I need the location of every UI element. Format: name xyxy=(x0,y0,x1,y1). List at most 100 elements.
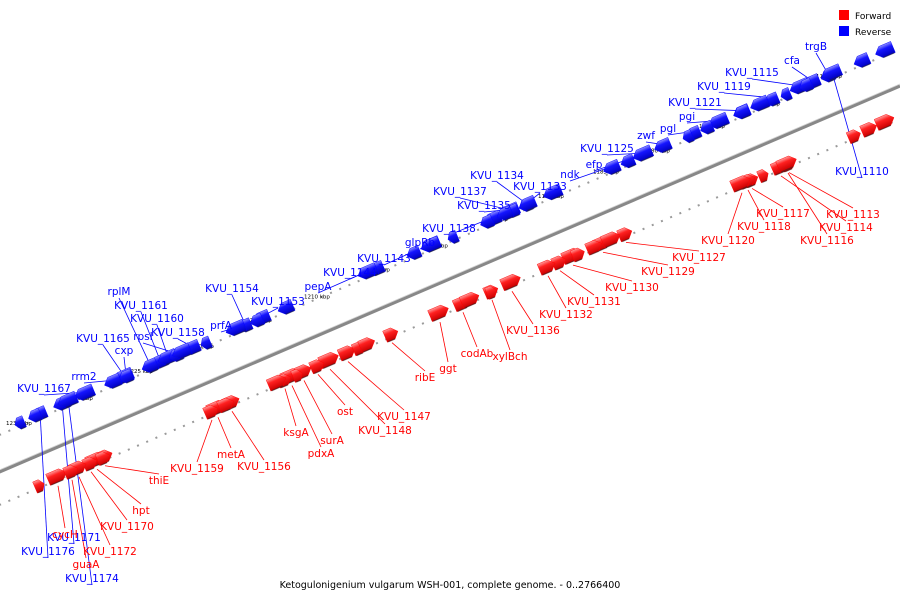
gene-labels: trgB cfa KVU_1115 KVU_1119 KVU_1121pgipglzwf… xyxy=(17,41,889,585)
gene-arrow-kvu-1120 xyxy=(729,175,751,193)
gene-arrow-kvu-1131 xyxy=(550,255,567,271)
gene-label-hpt: hpt xyxy=(132,505,149,517)
gene-arrow-forward-unlabeled xyxy=(458,291,480,309)
gene-arrow-reverse-unlabeled xyxy=(700,119,716,135)
gene-label-kvu-1167: KVU_1167 xyxy=(17,383,71,395)
gene-arrow-ndk xyxy=(603,158,622,176)
gene-label-pgl: pgl xyxy=(660,123,676,135)
gene-label-kvu-1110: KVU_1110 xyxy=(835,166,889,178)
gene-label-kvu-1147: KVU_1147 xyxy=(377,411,431,423)
gene-arrow-reverse-unlabeled xyxy=(14,415,27,430)
gene-label-kvu-1143: KVU_1143 xyxy=(357,253,411,265)
gene-label-sura: surA xyxy=(320,435,344,447)
gene-arrow-kvu-1133 xyxy=(519,194,538,212)
gene-label-kvu-1138: KVU_1138 xyxy=(422,223,476,235)
gene-label-ggt: ggt xyxy=(439,363,456,375)
gene-label-kvu-1131: KVU_1131 xyxy=(567,296,621,308)
gene-label-zwf: zwf xyxy=(637,130,655,142)
gene-arrow-forward-unlabeled xyxy=(357,337,375,353)
gene-label-kvu-1170: KVU_1170 xyxy=(100,521,154,533)
gene-label-kvu-1161: KVU_1161 xyxy=(114,300,168,312)
gene-arrow-guaa xyxy=(62,464,79,480)
gene-label-kvu-1144: KVU_1144 xyxy=(323,267,377,279)
gene-label-thie: thiE xyxy=(149,475,169,487)
gene-arrow-reverse-unlabeled xyxy=(875,41,896,59)
gene-arrow-kvu-1125 xyxy=(632,144,655,162)
gene-arrow-forward-unlabeled xyxy=(484,285,497,300)
gene-arrow-kvu-1170 xyxy=(81,456,98,472)
map-caption: Ketogulonigenium vulgarum WSH-001, compl… xyxy=(280,580,621,591)
gene-arrow-reverse-unlabeled xyxy=(733,103,752,120)
gene-label-kvu-1135: KVU_1135 xyxy=(457,200,511,212)
gene-label-kvu-1148: KVU_1148 xyxy=(358,425,412,437)
gene-label-pdxa: pdxA xyxy=(308,448,336,460)
gene-label-kvu-1165: KVU_1165 xyxy=(76,333,130,345)
gene-arrow-forward-unlabeled xyxy=(216,397,234,414)
gene-label-kvu-1136: KVU_1136 xyxy=(506,325,560,337)
gene-arrow-kvu-1132 xyxy=(536,259,556,276)
gene-arrow-reverse-unlabeled xyxy=(141,357,160,374)
gene-label-kvu-1158: KVU_1158 xyxy=(151,327,205,339)
gene-label-kvu-1171: KVU_1171 xyxy=(47,532,101,544)
gene-label-ndk: ndk xyxy=(560,169,580,181)
gene-label-prfa: prfA xyxy=(210,320,233,332)
gene-label-pgi: pgi xyxy=(679,111,695,123)
scale-tick-label: 1225 kbp xyxy=(127,369,153,375)
gene-label-kvu-1129: KVU_1129 xyxy=(641,266,695,278)
gene-label-xylbch: xylBch xyxy=(493,351,528,363)
gene-arrow-forward-unlabeled xyxy=(859,122,877,138)
gene-label-kvu-1121: KVU_1121 xyxy=(668,97,722,109)
gene-label-cych: cycH xyxy=(52,529,78,541)
gene-label-kvu-1130: KVU_1130 xyxy=(605,282,659,294)
scale-tick-label: 1210 kbp xyxy=(304,294,330,300)
gene-arrow-reverse-unlabeled xyxy=(277,299,296,315)
gene-label-trgb: trgB xyxy=(805,41,827,53)
gene-label-kvu-1117: KVU_1117 xyxy=(756,208,810,220)
gene-arrow-reverse-unlabeled xyxy=(200,335,213,350)
gene-arrow-forward-unlabeled xyxy=(290,368,303,383)
gene-arrow-reverse-unlabeled xyxy=(421,235,442,253)
gene-arrow-ribe xyxy=(382,327,399,343)
gene-label-kvu-1160: KVU_1160 xyxy=(130,313,184,325)
gene-arrow-kvu-1143 xyxy=(406,244,423,261)
gene-label-kvu-1118: KVU_1118 xyxy=(737,221,791,233)
gene-features xyxy=(14,41,896,494)
gene-label-glprb: glpRb xyxy=(405,237,436,249)
gene-arrow-forward-unlabeled xyxy=(569,247,585,263)
gene-label-cfa: cfa xyxy=(784,55,800,67)
gene-arrow-forward-unlabeled xyxy=(94,451,110,466)
gene-label-kvu-1127: KVU_1127 xyxy=(672,252,726,264)
legend-swatch-reverse xyxy=(839,26,849,36)
gene-arrow-pepa xyxy=(357,262,380,280)
gene-arrow-forward-unlabeled xyxy=(584,240,602,256)
gene-arrow-forward-unlabeled xyxy=(265,374,287,392)
gene-label-kvu-1156: KVU_1156 xyxy=(237,461,291,473)
scale-tick-label: 1220 kbp xyxy=(188,344,214,350)
gene-label-kvu-1133: KVU_1133 xyxy=(513,181,567,193)
gene-label-kvu-1132: KVU_1132 xyxy=(539,309,593,321)
gene-arrow-forward-unlabeled xyxy=(873,114,895,131)
gene-label-codab: codAb xyxy=(461,348,494,360)
gene-label-efp: efp xyxy=(586,159,603,171)
gene-arrow-reverse-unlabeled xyxy=(682,129,695,144)
gene-arrow-reverse-unlabeled xyxy=(172,342,193,360)
gene-label-guaa: guaA xyxy=(73,559,101,571)
gene-arrow-forward-unlabeled xyxy=(599,231,621,249)
gene-label-kvu-1172: KVU_1172 xyxy=(83,546,137,558)
gene-arrow-kvu-1110 xyxy=(821,63,844,81)
gene-arrow-reverse-unlabeled xyxy=(780,87,793,102)
gene-label-kvu-1119: KVU_1119 xyxy=(697,81,751,93)
gene-arrow-forward-unlabeled xyxy=(845,129,861,145)
gene-arrow-zwf xyxy=(654,137,673,154)
gene-arrow-reverse-unlabeled xyxy=(480,214,496,230)
gene-label-kvu-1116: KVU_1116 xyxy=(800,235,854,247)
genome-backbone xyxy=(0,84,900,474)
gene-arrow-kvu-1127 xyxy=(616,227,633,243)
gene-arrow-kvu-1136 xyxy=(499,274,521,292)
gene-arrow-kvu-1174 xyxy=(57,390,80,409)
gene-label-kvu-1125: KVU_1125 xyxy=(580,143,634,155)
gene-label-cxp: cxp xyxy=(115,345,134,357)
legend-label-forward: Forward xyxy=(855,12,891,22)
gene-arrow-kvu-1159 xyxy=(202,404,219,420)
